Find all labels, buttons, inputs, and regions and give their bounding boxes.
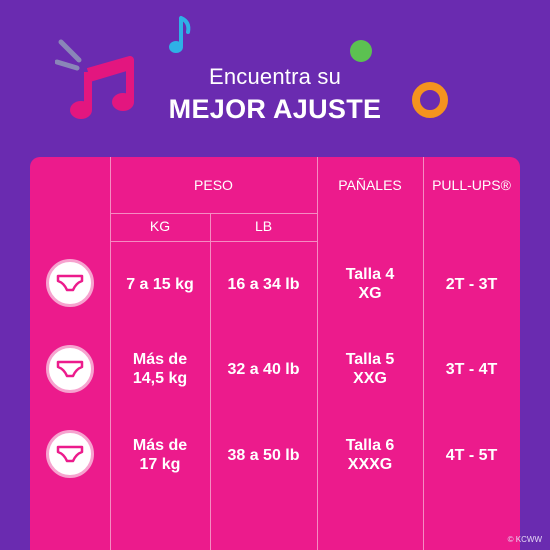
row2-panales: Talla 5 XXG	[345, 351, 395, 387]
row1-lb: 16 a 34 lb	[227, 275, 300, 293]
row3-lb: 38 a 50 lb	[227, 446, 300, 464]
header-kg: KG	[149, 218, 171, 234]
music-note-blue-icon	[169, 16, 191, 53]
heading-line2: MEJOR AJUSTE	[168, 94, 382, 124]
divider	[317, 157, 318, 550]
diaper-icon	[56, 445, 84, 463]
size-table: PESO PAÑALES PULL-UPS® KG LB 7 a 15 kg 1…	[30, 157, 520, 550]
divider	[423, 157, 424, 550]
diaper-badge	[46, 345, 94, 393]
row1-panales: Talla 4 XG	[345, 266, 395, 302]
row1-pullups: 2T - 3T	[445, 275, 498, 293]
divider	[210, 213, 211, 550]
header-lb: LB	[254, 218, 273, 234]
orange-ring-icon	[412, 82, 448, 118]
diaper-badge	[46, 259, 94, 307]
row3-pullups: 4T - 5T	[445, 446, 498, 464]
diaper-icon	[56, 274, 84, 292]
diaper-badge	[46, 430, 94, 478]
header-peso: PESO	[194, 177, 233, 193]
row3-kg: Más de 17 kg	[132, 437, 188, 473]
divider	[110, 213, 317, 214]
copyright: © KCWW	[507, 535, 542, 544]
row2-pullups: 3T - 4T	[445, 360, 498, 378]
divider	[110, 157, 111, 550]
green-dot-icon	[350, 40, 372, 62]
row3-panales: Talla 6 XXXG	[345, 437, 395, 473]
music-note-pink-icon	[70, 56, 134, 119]
sparkle-lines-icon	[55, 39, 82, 71]
header-pullups: PULL-UPS®	[432, 177, 511, 193]
divider	[110, 241, 317, 242]
row2-lb: 32 a 40 lb	[227, 360, 300, 378]
row2-kg: Más de 14,5 kg	[132, 351, 188, 387]
diaper-icon	[56, 360, 84, 378]
heading-line1: Encuentra su	[208, 64, 342, 89]
row1-kg: 7 a 15 kg	[126, 275, 194, 293]
header-panales: PAÑALES	[338, 177, 402, 193]
